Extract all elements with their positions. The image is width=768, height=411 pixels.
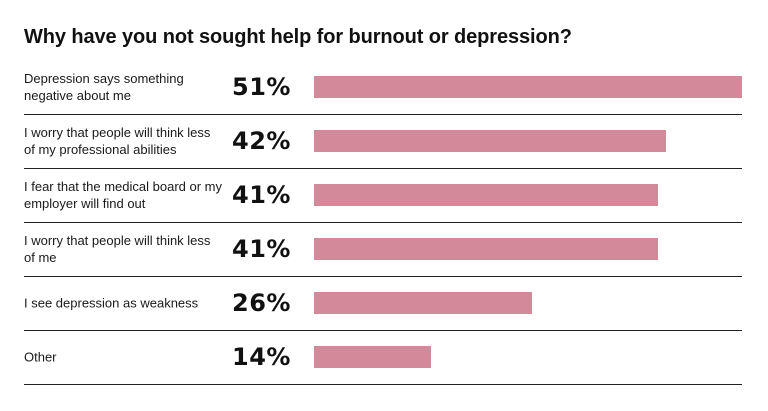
chart-row: I see depression as weakness 26% [0, 276, 768, 330]
value-label: 41% [232, 181, 291, 209]
category-label: Depression says something negative about… [24, 71, 184, 103]
row-divider [24, 168, 742, 169]
category-label: I fear that the medical board or my empl… [24, 179, 222, 211]
chart-row: I fear that the medical board or my empl… [0, 168, 768, 222]
bar [314, 184, 659, 206]
row-divider [24, 276, 742, 277]
bar [314, 292, 533, 314]
value-label: 42% [232, 127, 291, 155]
category-label: I worry that people will think less of m… [24, 125, 211, 157]
value-label: 26% [232, 289, 291, 317]
chart-title: Why have you not sought help for burnout… [24, 26, 572, 48]
value-label: 41% [232, 235, 291, 263]
bar [314, 130, 667, 152]
value-label: 14% [232, 343, 291, 371]
category-label: I worry that people will think less of m… [24, 233, 211, 265]
value-label: 51% [232, 73, 291, 101]
row-divider [24, 330, 742, 331]
row-divider [24, 222, 742, 223]
chart-row: I worry that people will think less of m… [0, 222, 768, 276]
chart-row: Depression says something negative about… [0, 60, 768, 114]
bar [314, 76, 742, 98]
row-divider [24, 114, 742, 115]
bar [314, 238, 659, 260]
category-label: I see depression as weakness [24, 295, 199, 311]
bar [314, 346, 432, 368]
chart-row: Other 14% [0, 330, 768, 384]
chart-row: I worry that people will think less of m… [0, 114, 768, 168]
row-divider [24, 384, 742, 385]
category-label: Other [24, 349, 57, 365]
